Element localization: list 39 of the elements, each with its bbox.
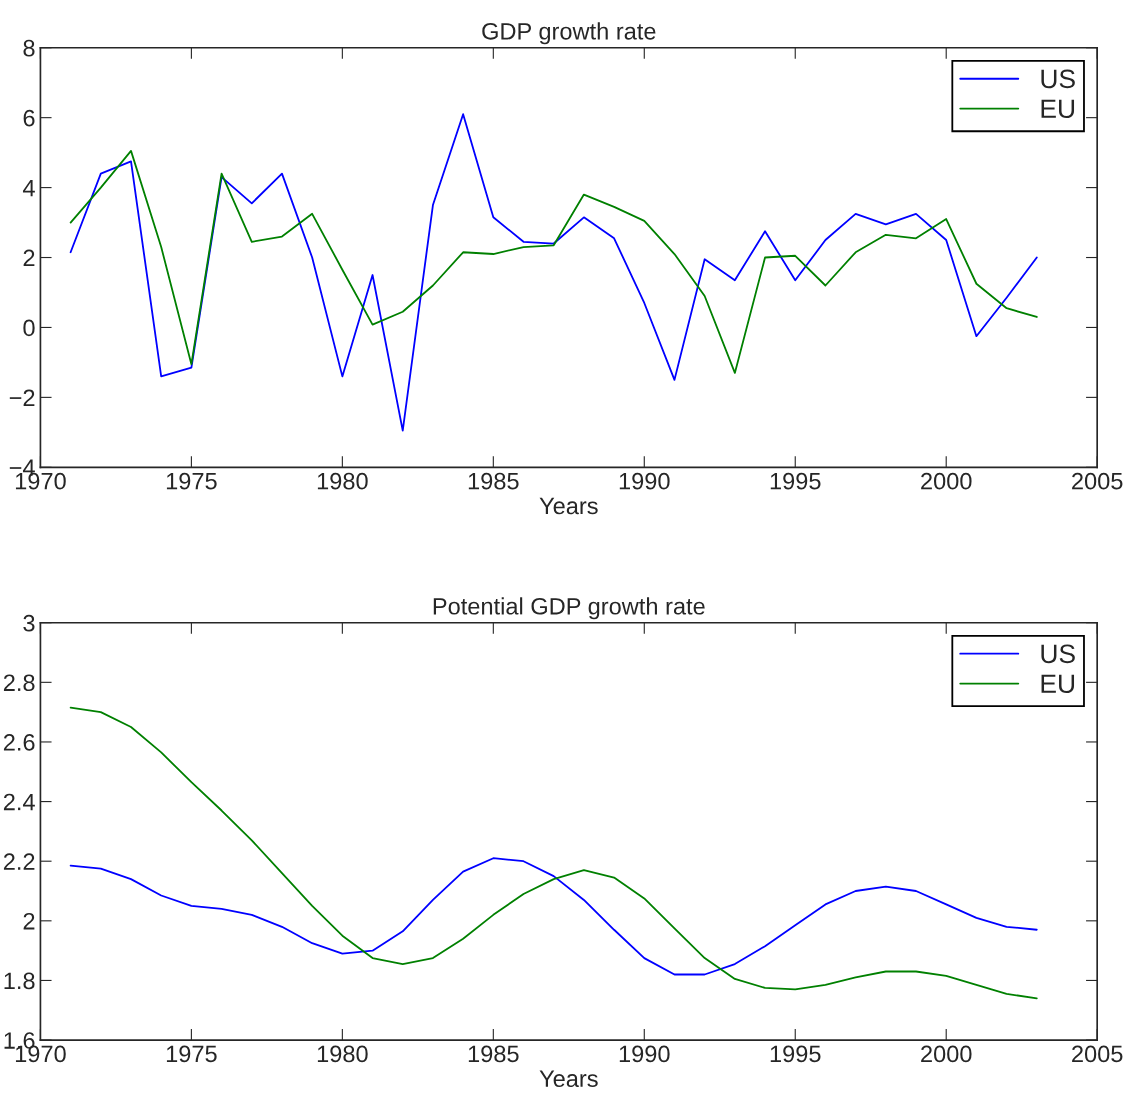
x-tick-label: 1975: [166, 1045, 217, 1063]
x-axis-title: Years: [539, 1070, 598, 1088]
y-tick-label: 2: [23, 912, 35, 930]
chart-title: Potential GDP growth rate: [433, 597, 705, 620]
y-tick-label: 2.6: [3, 734, 35, 751]
x-tick-label: 1980: [317, 472, 368, 490]
y-tick-label: 3: [23, 614, 35, 632]
y-tick-label: 2.8: [3, 674, 35, 692]
y-tick-label: 1.8: [4, 972, 35, 990]
x-tick-label: 1990: [619, 472, 670, 490]
y-tick-label: 8: [23, 39, 35, 57]
x-tick-label: 1985: [468, 1045, 519, 1063]
y-tick-label: 6: [23, 109, 35, 127]
y-tick-label: 2.4: [3, 793, 35, 811]
x-tick-label: 1990: [619, 1045, 670, 1063]
x-tick-label: 1985: [468, 472, 519, 490]
line-series: [69, 706, 1038, 1000]
y-tick-label: −2: [9, 389, 35, 406]
line-series: [69, 857, 1038, 976]
legend-label: US: [1041, 644, 1075, 664]
x-tick-label: 2000: [921, 1045, 972, 1063]
legend-label: EU: [1041, 99, 1075, 119]
y-tick-label: 2: [23, 249, 35, 267]
line-series: [69, 149, 1038, 374]
x-tick-label: 1995: [770, 472, 821, 490]
x-tick-label: 1995: [770, 1045, 821, 1063]
x-axis-title: Years: [539, 497, 598, 515]
legend-label: US: [1041, 69, 1075, 89]
x-tick-label: 2005: [1072, 1045, 1123, 1063]
y-tick-label: 0: [23, 319, 35, 337]
x-tick-label: 1975: [166, 472, 217, 490]
line-series: [69, 113, 1038, 432]
legend-label: EU: [1041, 674, 1075, 694]
y-tick-label: 2.2: [3, 853, 35, 870]
chart-title: GDP growth rate: [482, 22, 656, 45]
x-tick-label: 2000: [921, 472, 972, 490]
y-tick-label: 4: [22, 179, 35, 197]
x-tick-label: 1980: [317, 1045, 368, 1063]
x-tick-label: 2005: [1072, 472, 1123, 490]
